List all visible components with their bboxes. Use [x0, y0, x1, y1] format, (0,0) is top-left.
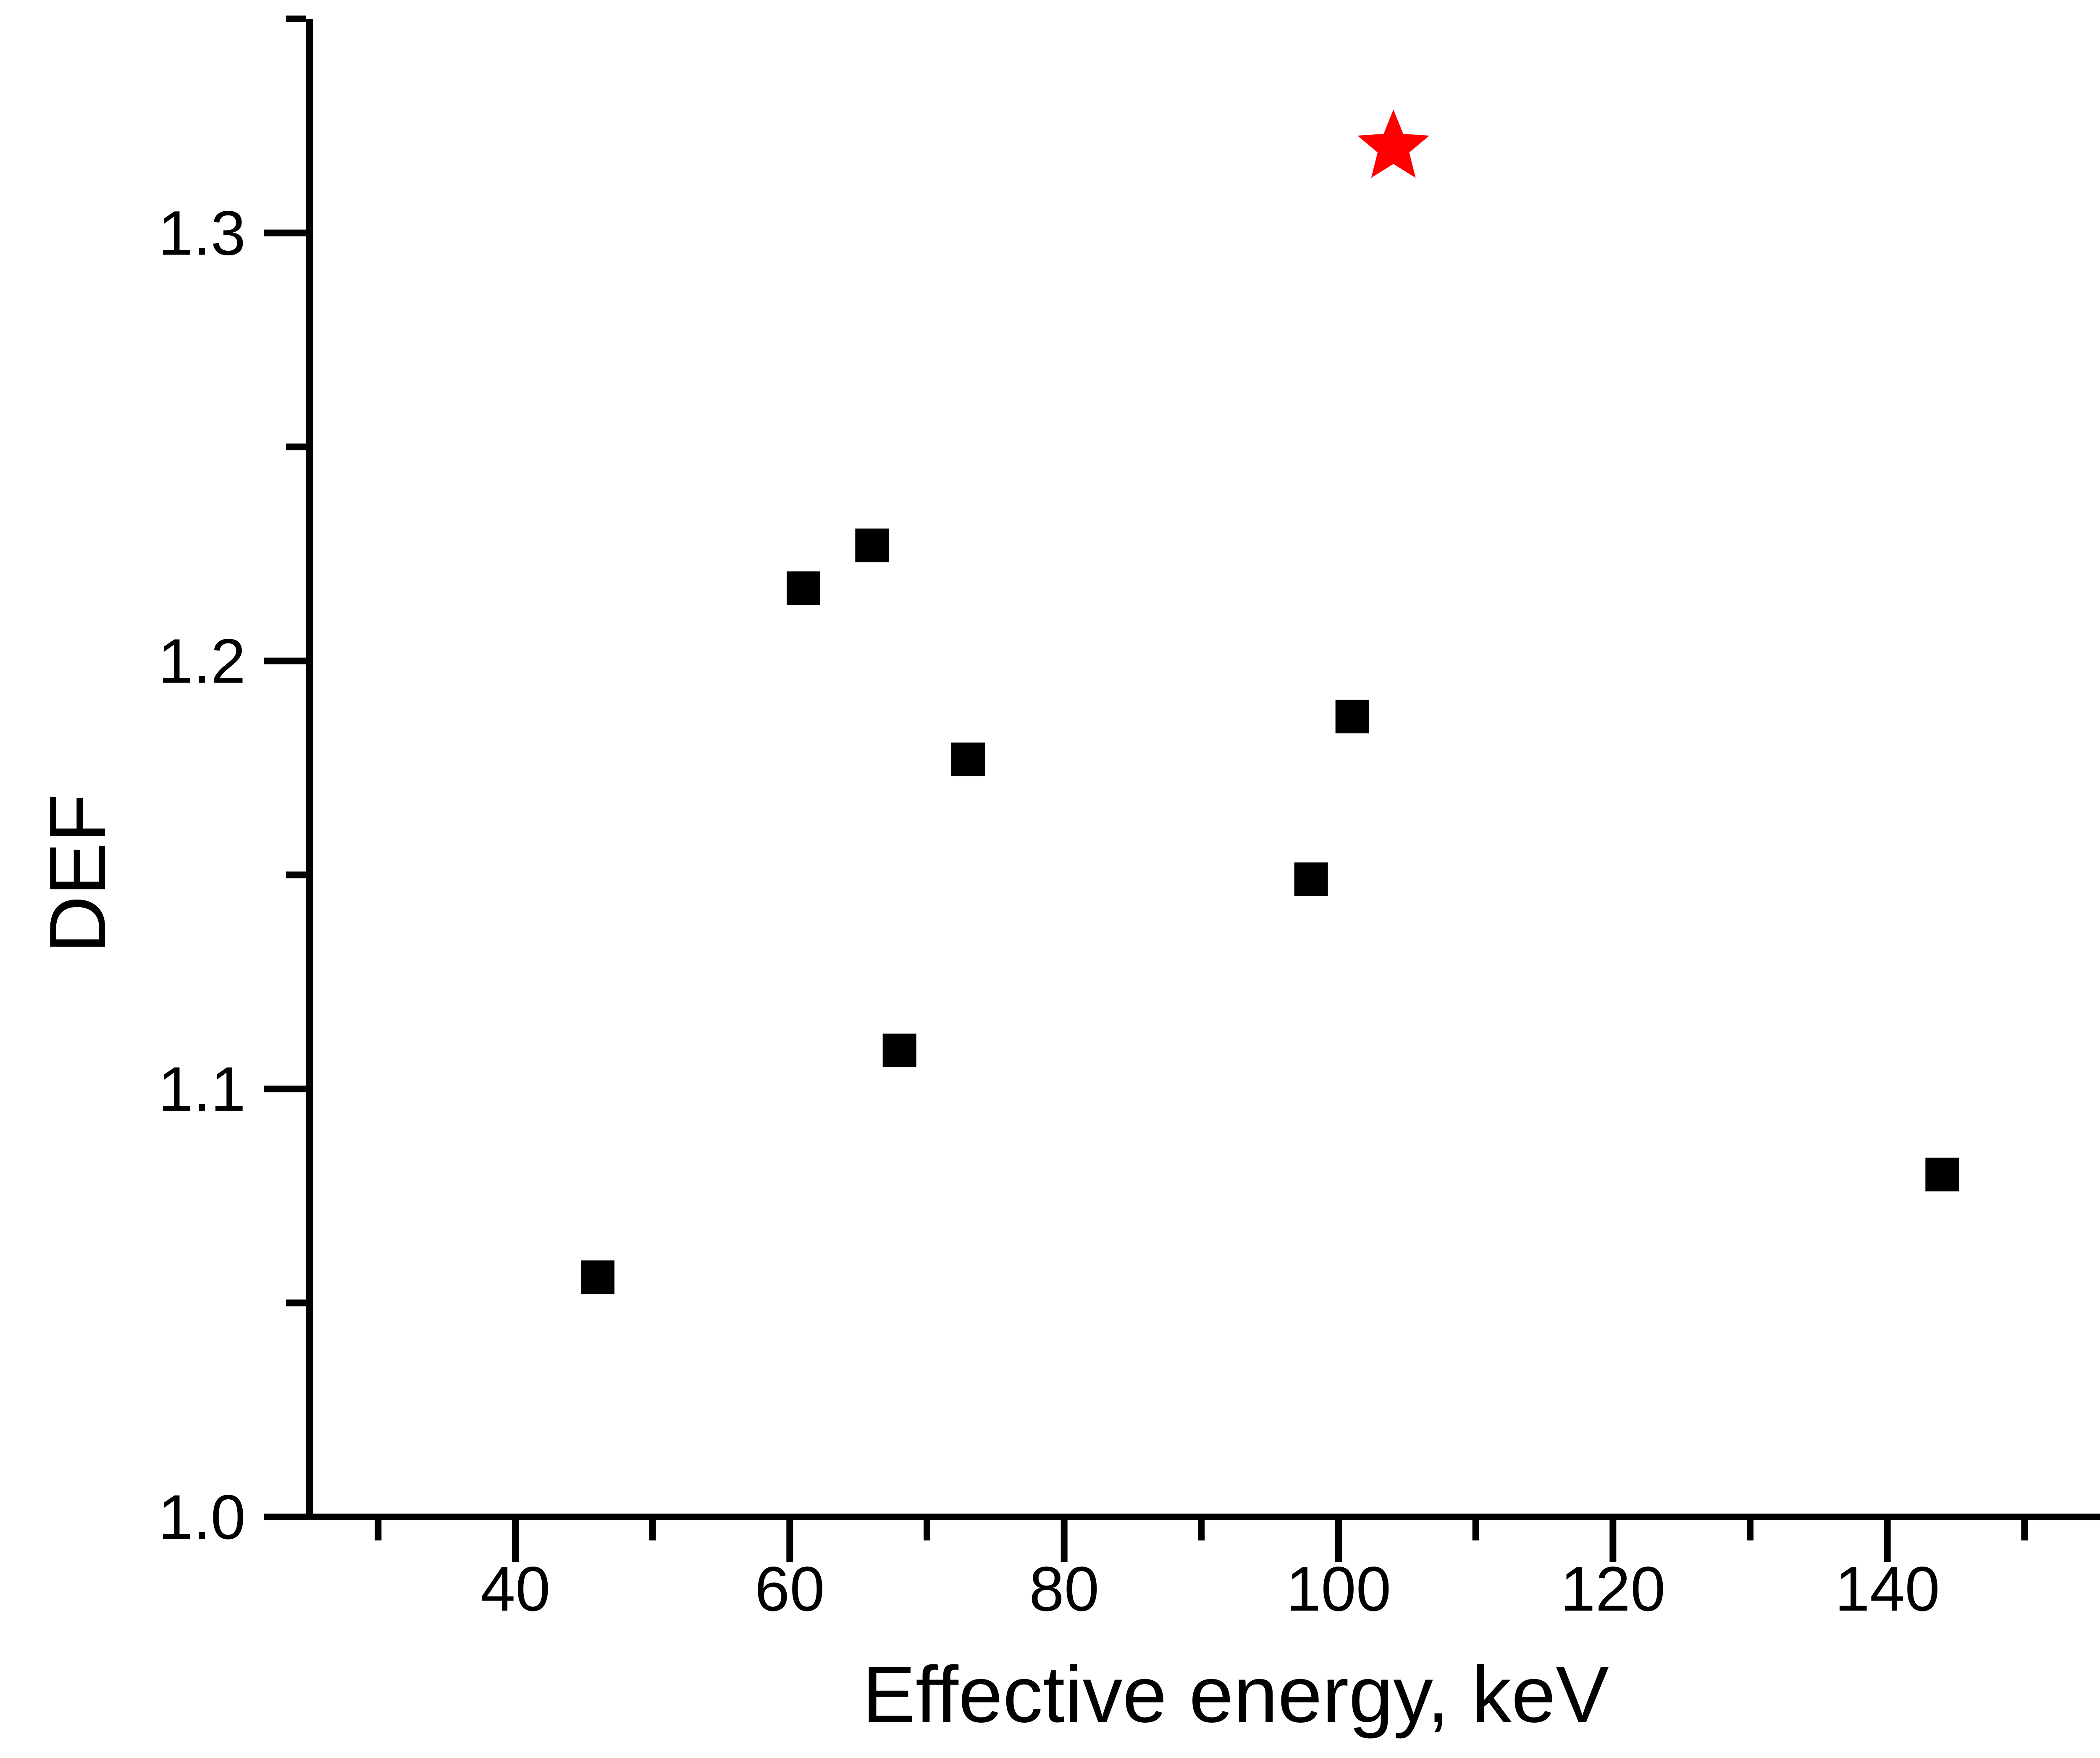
x-axis-tick-label: 80 — [1029, 1553, 1099, 1624]
x-axis-title: Effective energy, keV — [862, 1650, 1609, 1739]
x-axis-tick-label: 100 — [1286, 1553, 1391, 1624]
data-point-square — [1925, 1157, 1959, 1191]
data-point-square — [951, 743, 985, 777]
y-axis-tick-label: 1.3 — [158, 198, 246, 268]
data-point-star — [1357, 109, 1430, 178]
y-axis-tick-label: 1.0 — [158, 1482, 246, 1552]
y-axis-title: DEF — [33, 794, 122, 953]
data-point-square — [882, 1034, 916, 1068]
y-axis-tick-label: 1.2 — [158, 626, 246, 696]
data-point-square — [855, 528, 889, 562]
data-point-square — [1335, 700, 1369, 734]
data-point-square — [1294, 862, 1328, 896]
data-point-square — [787, 571, 820, 605]
axes-frame — [306, 19, 2100, 1520]
x-axis-tick-label: 120 — [1560, 1553, 1665, 1624]
x-axis-tick-label: 60 — [755, 1553, 825, 1624]
data-point-square — [581, 1260, 614, 1294]
x-axis-tick-label: 40 — [480, 1553, 551, 1624]
x-axis-tick-label: 140 — [1835, 1553, 1940, 1624]
y-axis-tick-label: 1.1 — [158, 1054, 246, 1124]
